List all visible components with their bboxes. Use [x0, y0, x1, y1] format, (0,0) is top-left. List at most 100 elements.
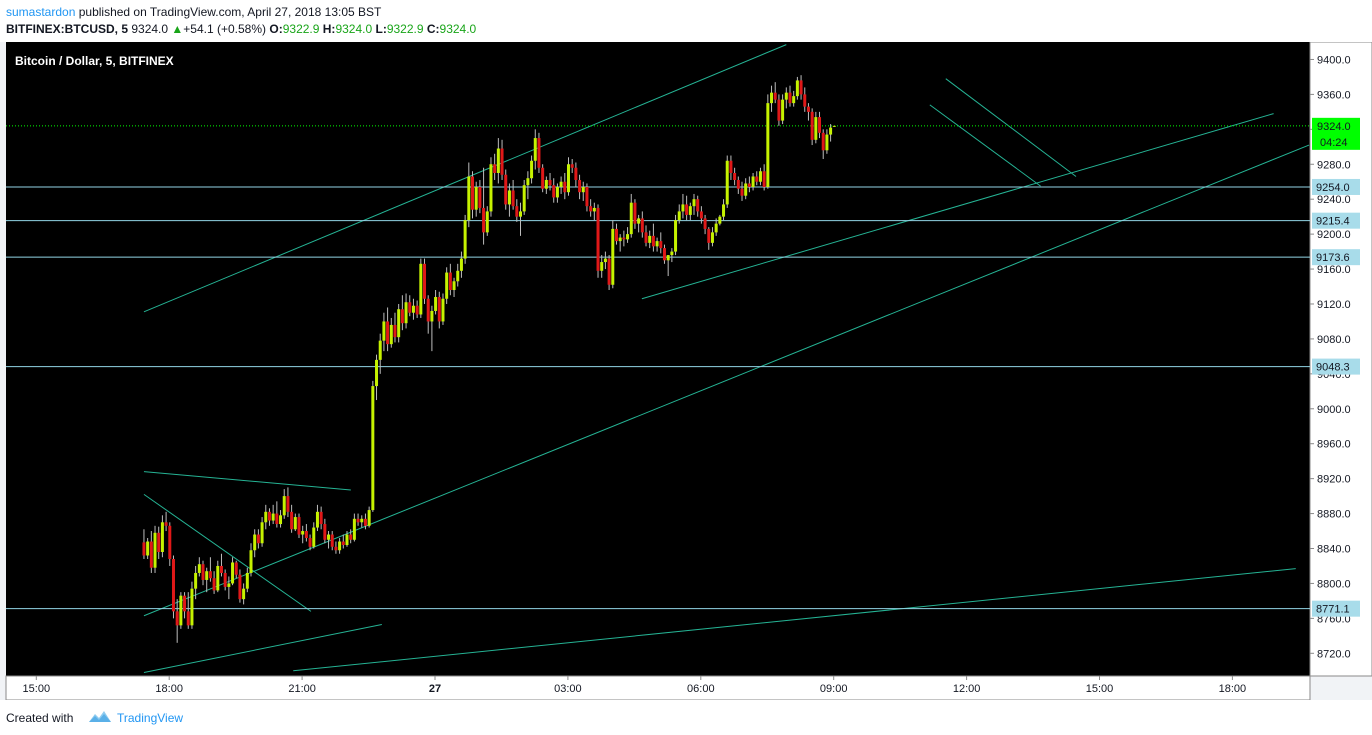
bullish-candle[interactable]	[179, 595, 183, 626]
bullish-candle[interactable]	[249, 550, 253, 573]
bearish-candle[interactable]	[803, 94, 807, 107]
bullish-candle[interactable]	[463, 220, 467, 259]
tradingview-logo-icon[interactable]	[88, 709, 112, 725]
trend-line[interactable]	[293, 568, 1296, 672]
bullish-candle[interactable]	[489, 164, 493, 212]
bullish-candle[interactable]	[758, 171, 762, 182]
bullish-candle[interactable]	[160, 522, 164, 552]
bullish-candle[interactable]	[784, 92, 788, 100]
bullish-candle[interactable]	[279, 515, 283, 525]
bearish-candle[interactable]	[164, 522, 168, 526]
bearish-candle[interactable]	[142, 542, 146, 556]
bearish-candle[interactable]	[733, 172, 737, 180]
bearish-candle[interactable]	[541, 167, 545, 189]
bullish-candle[interactable]	[452, 281, 456, 291]
bearish-candle[interactable]	[149, 541, 153, 568]
bearish-candle[interactable]	[511, 190, 515, 207]
bearish-candle[interactable]	[175, 611, 179, 626]
bullish-candle[interactable]	[430, 310, 434, 322]
bullish-candle[interactable]	[637, 218, 641, 224]
bearish-candle[interactable]	[171, 558, 175, 612]
bullish-candle[interactable]	[282, 496, 286, 516]
bullish-candle[interactable]	[718, 216, 722, 224]
bullish-candle[interactable]	[677, 211, 681, 221]
bullish-candle[interactable]	[751, 176, 755, 187]
bearish-candle[interactable]	[234, 562, 238, 575]
bearish-candle[interactable]	[493, 164, 497, 173]
bullish-candle[interactable]	[600, 262, 604, 271]
bearish-candle[interactable]	[644, 232, 648, 243]
bullish-candle[interactable]	[629, 202, 633, 235]
plot-area[interactable]	[6, 42, 1310, 676]
bullish-candle[interactable]	[829, 127, 833, 135]
bearish-candle[interactable]	[703, 218, 707, 229]
bearish-candle[interactable]	[168, 525, 172, 559]
bearish-candle[interactable]	[330, 534, 334, 547]
bearish-candle[interactable]	[747, 183, 751, 187]
bullish-candle[interactable]	[382, 321, 386, 341]
bullish-candle[interactable]	[681, 204, 685, 212]
bearish-candle[interactable]	[308, 538, 312, 547]
bullish-candle[interactable]	[825, 134, 829, 151]
bullish-candle[interactable]	[603, 258, 607, 263]
bullish-candle[interactable]	[744, 183, 748, 196]
bullish-candle[interactable]	[194, 572, 198, 589]
bullish-candle[interactable]	[518, 211, 522, 217]
bearish-candle[interactable]	[157, 532, 161, 552]
bullish-candle[interactable]	[301, 531, 305, 535]
bullish-candle[interactable]	[445, 272, 449, 299]
bullish-candle[interactable]	[338, 541, 342, 551]
bearish-candle[interactable]	[699, 211, 703, 219]
bullish-candle[interactable]	[485, 211, 489, 233]
bearish-candle[interactable]	[633, 202, 637, 224]
bearish-candle[interactable]	[788, 92, 792, 104]
author-link[interactable]: sumastardon	[6, 5, 76, 19]
bearish-candle[interactable]	[290, 511, 294, 530]
bearish-candle[interactable]	[219, 565, 223, 573]
bearish-candle[interactable]	[622, 237, 626, 240]
bullish-candle[interactable]	[242, 588, 246, 600]
bullish-candle[interactable]	[770, 92, 774, 104]
bullish-candle[interactable]	[197, 564, 201, 573]
bullish-candle[interactable]	[312, 527, 316, 547]
bullish-candle[interactable]	[674, 220, 678, 252]
bearish-candle[interactable]	[319, 511, 323, 525]
bearish-candle[interactable]	[448, 272, 452, 291]
bearish-candle[interactable]	[223, 572, 227, 587]
bearish-candle[interactable]	[437, 296, 441, 322]
bullish-candle[interactable]	[474, 186, 478, 210]
bullish-candle[interactable]	[781, 99, 785, 121]
bearish-candle[interactable]	[393, 324, 397, 338]
bearish-candle[interactable]	[585, 186, 589, 207]
bullish-candle[interactable]	[522, 185, 526, 212]
bullish-candle[interactable]	[618, 237, 622, 242]
bullish-candle[interactable]	[626, 234, 630, 240]
bearish-candle[interactable]	[408, 302, 412, 313]
bullish-candle[interactable]	[345, 534, 349, 546]
price-chart[interactable]: Bitcoin / Dollar, 5, BITFINEX 8720.08760…	[0, 42, 1372, 700]
bearish-candle[interactable]	[471, 176, 475, 210]
bullish-candle[interactable]	[441, 298, 445, 322]
bearish-candle[interactable]	[614, 228, 618, 242]
bullish-candle[interactable]	[692, 199, 696, 207]
bearish-candle[interactable]	[563, 181, 567, 193]
trend-line[interactable]	[641, 113, 1274, 300]
bearish-candle[interactable]	[482, 207, 486, 233]
bearish-candle[interactable]	[515, 206, 519, 217]
bullish-candle[interactable]	[666, 255, 670, 261]
time-axis[interactable]	[5, 675, 1311, 700]
bearish-candle[interactable]	[286, 496, 290, 512]
bullish-candle[interactable]	[544, 179, 548, 189]
bearish-candle[interactable]	[685, 204, 689, 215]
bullish-candle[interactable]	[419, 263, 423, 315]
bearish-candle[interactable]	[504, 174, 508, 205]
bullish-candle[interactable]	[411, 305, 415, 313]
bullish-candle[interactable]	[434, 296, 438, 311]
trend-line[interactable]	[143, 471, 351, 491]
bullish-candle[interactable]	[352, 518, 356, 540]
bearish-candle[interactable]	[596, 207, 600, 271]
bearish-candle[interactable]	[323, 524, 327, 540]
trend-line[interactable]	[143, 493, 312, 612]
bullish-candle[interactable]	[260, 522, 264, 544]
bullish-candle[interactable]	[710, 232, 714, 243]
